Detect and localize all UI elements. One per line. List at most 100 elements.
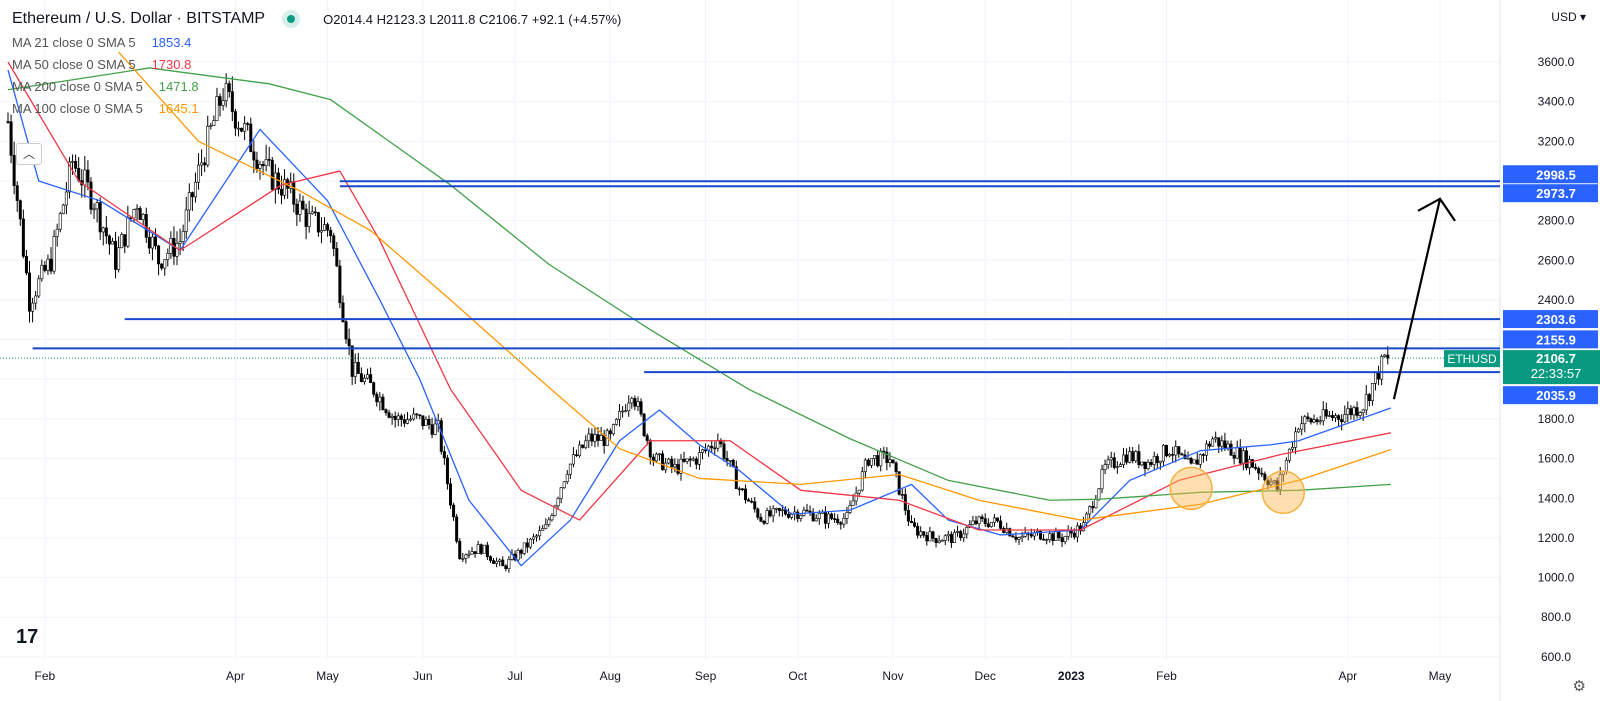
candle: [1017, 537, 1021, 540]
candle: [1149, 461, 1153, 465]
candle: [860, 471, 864, 491]
indicator-legend: MA 21 close 0 SMA 5 1853.4 MA 50 close 0 S…: [12, 35, 621, 116]
price-level-label: 2303.6: [1536, 312, 1576, 327]
y-tick-label: 3200.0: [1538, 134, 1575, 148]
candle: [485, 544, 489, 557]
candle: [562, 481, 566, 489]
y-tick-label: 3600.0: [1538, 55, 1575, 69]
candle: [1318, 420, 1322, 423]
candle: [1232, 455, 1236, 459]
highlight-circle: [1169, 466, 1213, 511]
candle: [1165, 444, 1169, 457]
candle: [1257, 468, 1261, 474]
candle: [384, 409, 388, 414]
x-tick-label: Jul: [507, 669, 522, 683]
candle: [1045, 539, 1049, 542]
candle: [1063, 536, 1067, 542]
candle: [1158, 460, 1162, 464]
candle: [375, 393, 379, 403]
x-tick-label: Dec: [975, 669, 996, 683]
candle: [1094, 499, 1098, 509]
price-level-tag: [1503, 184, 1598, 203]
indicator-legend-item[interactable]: MA 50 close 0 SMA 5 1730.8: [12, 57, 621, 72]
candle: [830, 513, 834, 519]
candle: [141, 214, 145, 220]
candle: [92, 208, 96, 211]
currency-selector[interactable]: USD ▾: [1551, 10, 1586, 24]
candle: [55, 228, 59, 237]
candle: [946, 533, 950, 537]
price-level-label: 2155.9: [1536, 332, 1576, 347]
candle: [1306, 416, 1310, 419]
candle: [154, 236, 158, 247]
candle: [24, 256, 28, 274]
candle: [1235, 446, 1239, 459]
candle: [1330, 415, 1334, 419]
candle: [157, 245, 161, 265]
y-tick-label: 1600.0: [1538, 452, 1575, 466]
candle: [335, 248, 339, 267]
candle: [430, 424, 434, 435]
candle: [67, 161, 71, 193]
candle: [1334, 415, 1338, 419]
candle: [879, 450, 883, 467]
candle: [1189, 457, 1193, 464]
candle: [1251, 459, 1255, 468]
candle: [255, 159, 259, 169]
candle: [1140, 461, 1144, 466]
candle: [1039, 531, 1043, 540]
candle: [676, 464, 680, 474]
candle: [227, 83, 231, 92]
candle: [814, 518, 818, 522]
candle: [762, 520, 766, 524]
candle: [86, 169, 90, 183]
indicator-value: 1853.4: [151, 35, 192, 50]
candle: [197, 164, 201, 183]
symbol-title[interactable]: Ethereum / U.S. Dollar · BITSTAMP: [12, 10, 266, 27]
candle: [799, 515, 803, 519]
indicator-legend-item[interactable]: MA 21 close 0 SMA 5 1853.4: [12, 35, 621, 50]
candle: [1201, 454, 1205, 456]
candle: [114, 240, 118, 270]
candle: [974, 520, 978, 524]
candle: [1011, 535, 1015, 538]
chart-legend: Ethereum / U.S. Dollar · BITSTAMP O2014.4…: [12, 10, 621, 116]
settings-gear-icon[interactable]: ⚙: [1572, 678, 1586, 695]
candle: [897, 471, 901, 495]
indicator-legend-item[interactable]: MA 100 close 0 SMA 5 1645.1: [12, 101, 621, 116]
candle: [34, 295, 38, 304]
candle: [1131, 451, 1135, 462]
candle: [725, 458, 729, 461]
tradingview-logo[interactable]: 17: [16, 626, 39, 648]
candle: [1051, 533, 1055, 541]
candle: [596, 434, 600, 441]
candle: [888, 459, 892, 463]
collapse-legend-button[interactable]: ︿: [16, 143, 42, 165]
candle: [744, 488, 748, 501]
candle: [1346, 408, 1350, 415]
candle: [1085, 513, 1089, 523]
candle: [956, 531, 960, 533]
price-level-tag: [1503, 165, 1598, 184]
y-tick-label: 1400.0: [1538, 491, 1575, 505]
candle: [184, 209, 188, 232]
candle: [992, 517, 996, 523]
candle: [307, 213, 311, 227]
candle: [618, 411, 622, 420]
candle: [187, 192, 191, 211]
arrow-head: [1417, 197, 1456, 222]
candle: [236, 127, 240, 130]
candle: [442, 451, 446, 459]
candle: [1066, 530, 1070, 537]
candle: [624, 410, 628, 413]
candle: [396, 415, 400, 420]
indicator-legend-item[interactable]: MA 200 close 0 SMA 5 1471.8: [12, 79, 621, 94]
candle: [906, 509, 910, 522]
candle: [854, 492, 858, 502]
candle: [58, 213, 62, 230]
candle: [999, 520, 1003, 529]
candle: [771, 508, 775, 517]
candle: [568, 463, 572, 475]
indicator-label: MA 50 close 0 SMA 5: [12, 57, 136, 72]
